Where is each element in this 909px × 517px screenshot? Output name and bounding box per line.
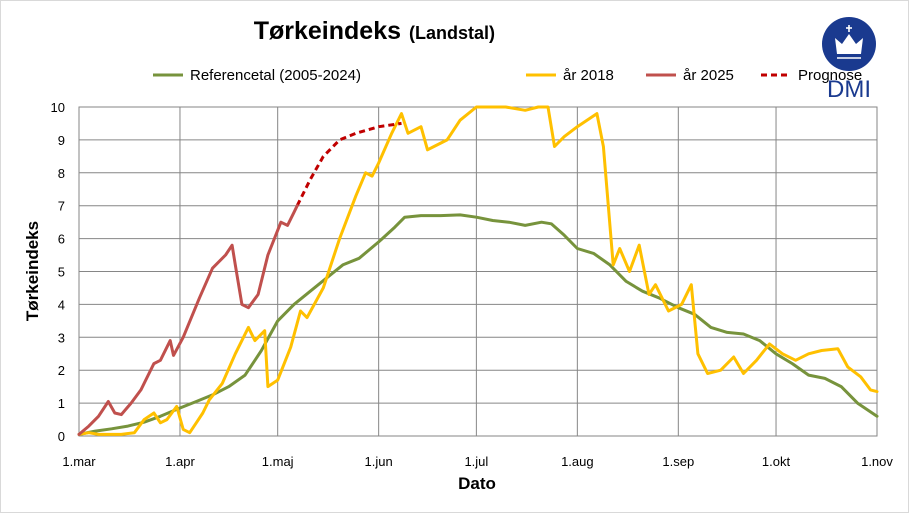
dmi-logo: DMI [822,17,876,103]
y-tick-label: 7 [58,199,65,214]
legend-item: år 2018 [526,67,614,84]
x-tick-label: 1.okt [762,454,791,469]
legend-item: Prognose [761,67,862,84]
y-tick-label: 1 [58,396,65,411]
series-line [77,105,879,436]
legend-label: år 2025 [683,67,734,84]
legend-item: år 2025 [646,67,734,84]
y-tick-label: 0 [58,429,65,444]
y-axis-label: Tørkeindeks [23,221,42,321]
y-tick-label: 8 [58,166,65,181]
legend-label: år 2018 [563,67,614,84]
x-tick-label: 1.jul [464,454,488,469]
y-tick-label: 4 [58,297,65,312]
y-tick-label: 10 [51,100,65,115]
plot-series [77,105,879,436]
legend-label: Referencetal (2005-2024) [190,67,361,84]
x-tick-label: 1.jun [365,454,393,469]
chart-title: Tørkeindeks [254,17,401,45]
legend-item: Referencetal (2005-2024) [153,67,361,84]
y-tick-label: 2 [58,363,65,378]
y-tick-label: 6 [58,232,65,247]
series-line [77,204,299,436]
y-tick-label: 3 [58,330,65,345]
series-line [295,121,402,207]
plot-grid [78,106,878,437]
x-tick-label: 1.apr [165,454,195,469]
x-tick-label: 1.nov [861,454,893,469]
crown-icon [835,25,863,59]
x-tick-label: 1.mar [62,454,96,469]
x-axis-ticks: 1.mar 1.apr 1.maj 1.jun 1.jul 1.aug 1.sep 1.okt… [62,454,893,469]
chart-subtitle: (Landstal) [409,23,495,43]
x-tick-label: 1.maj [262,454,294,469]
y-axis-ticks: 0 1 2 3 4 5 6 7 8 9 10 [51,100,65,444]
x-axis-label: Dato [458,474,496,493]
x-tick-label: 1.aug [561,454,594,469]
y-tick-label: 9 [58,133,65,148]
x-tick-label: 1.sep [662,454,694,469]
chart-legend: Referencetal (2005-2024) år 2018 år 2025 Pr… [153,67,862,84]
dmi-logo-text: DMI [827,76,871,103]
legend-label: Prognose [798,67,862,84]
y-tick-label: 5 [58,265,65,280]
